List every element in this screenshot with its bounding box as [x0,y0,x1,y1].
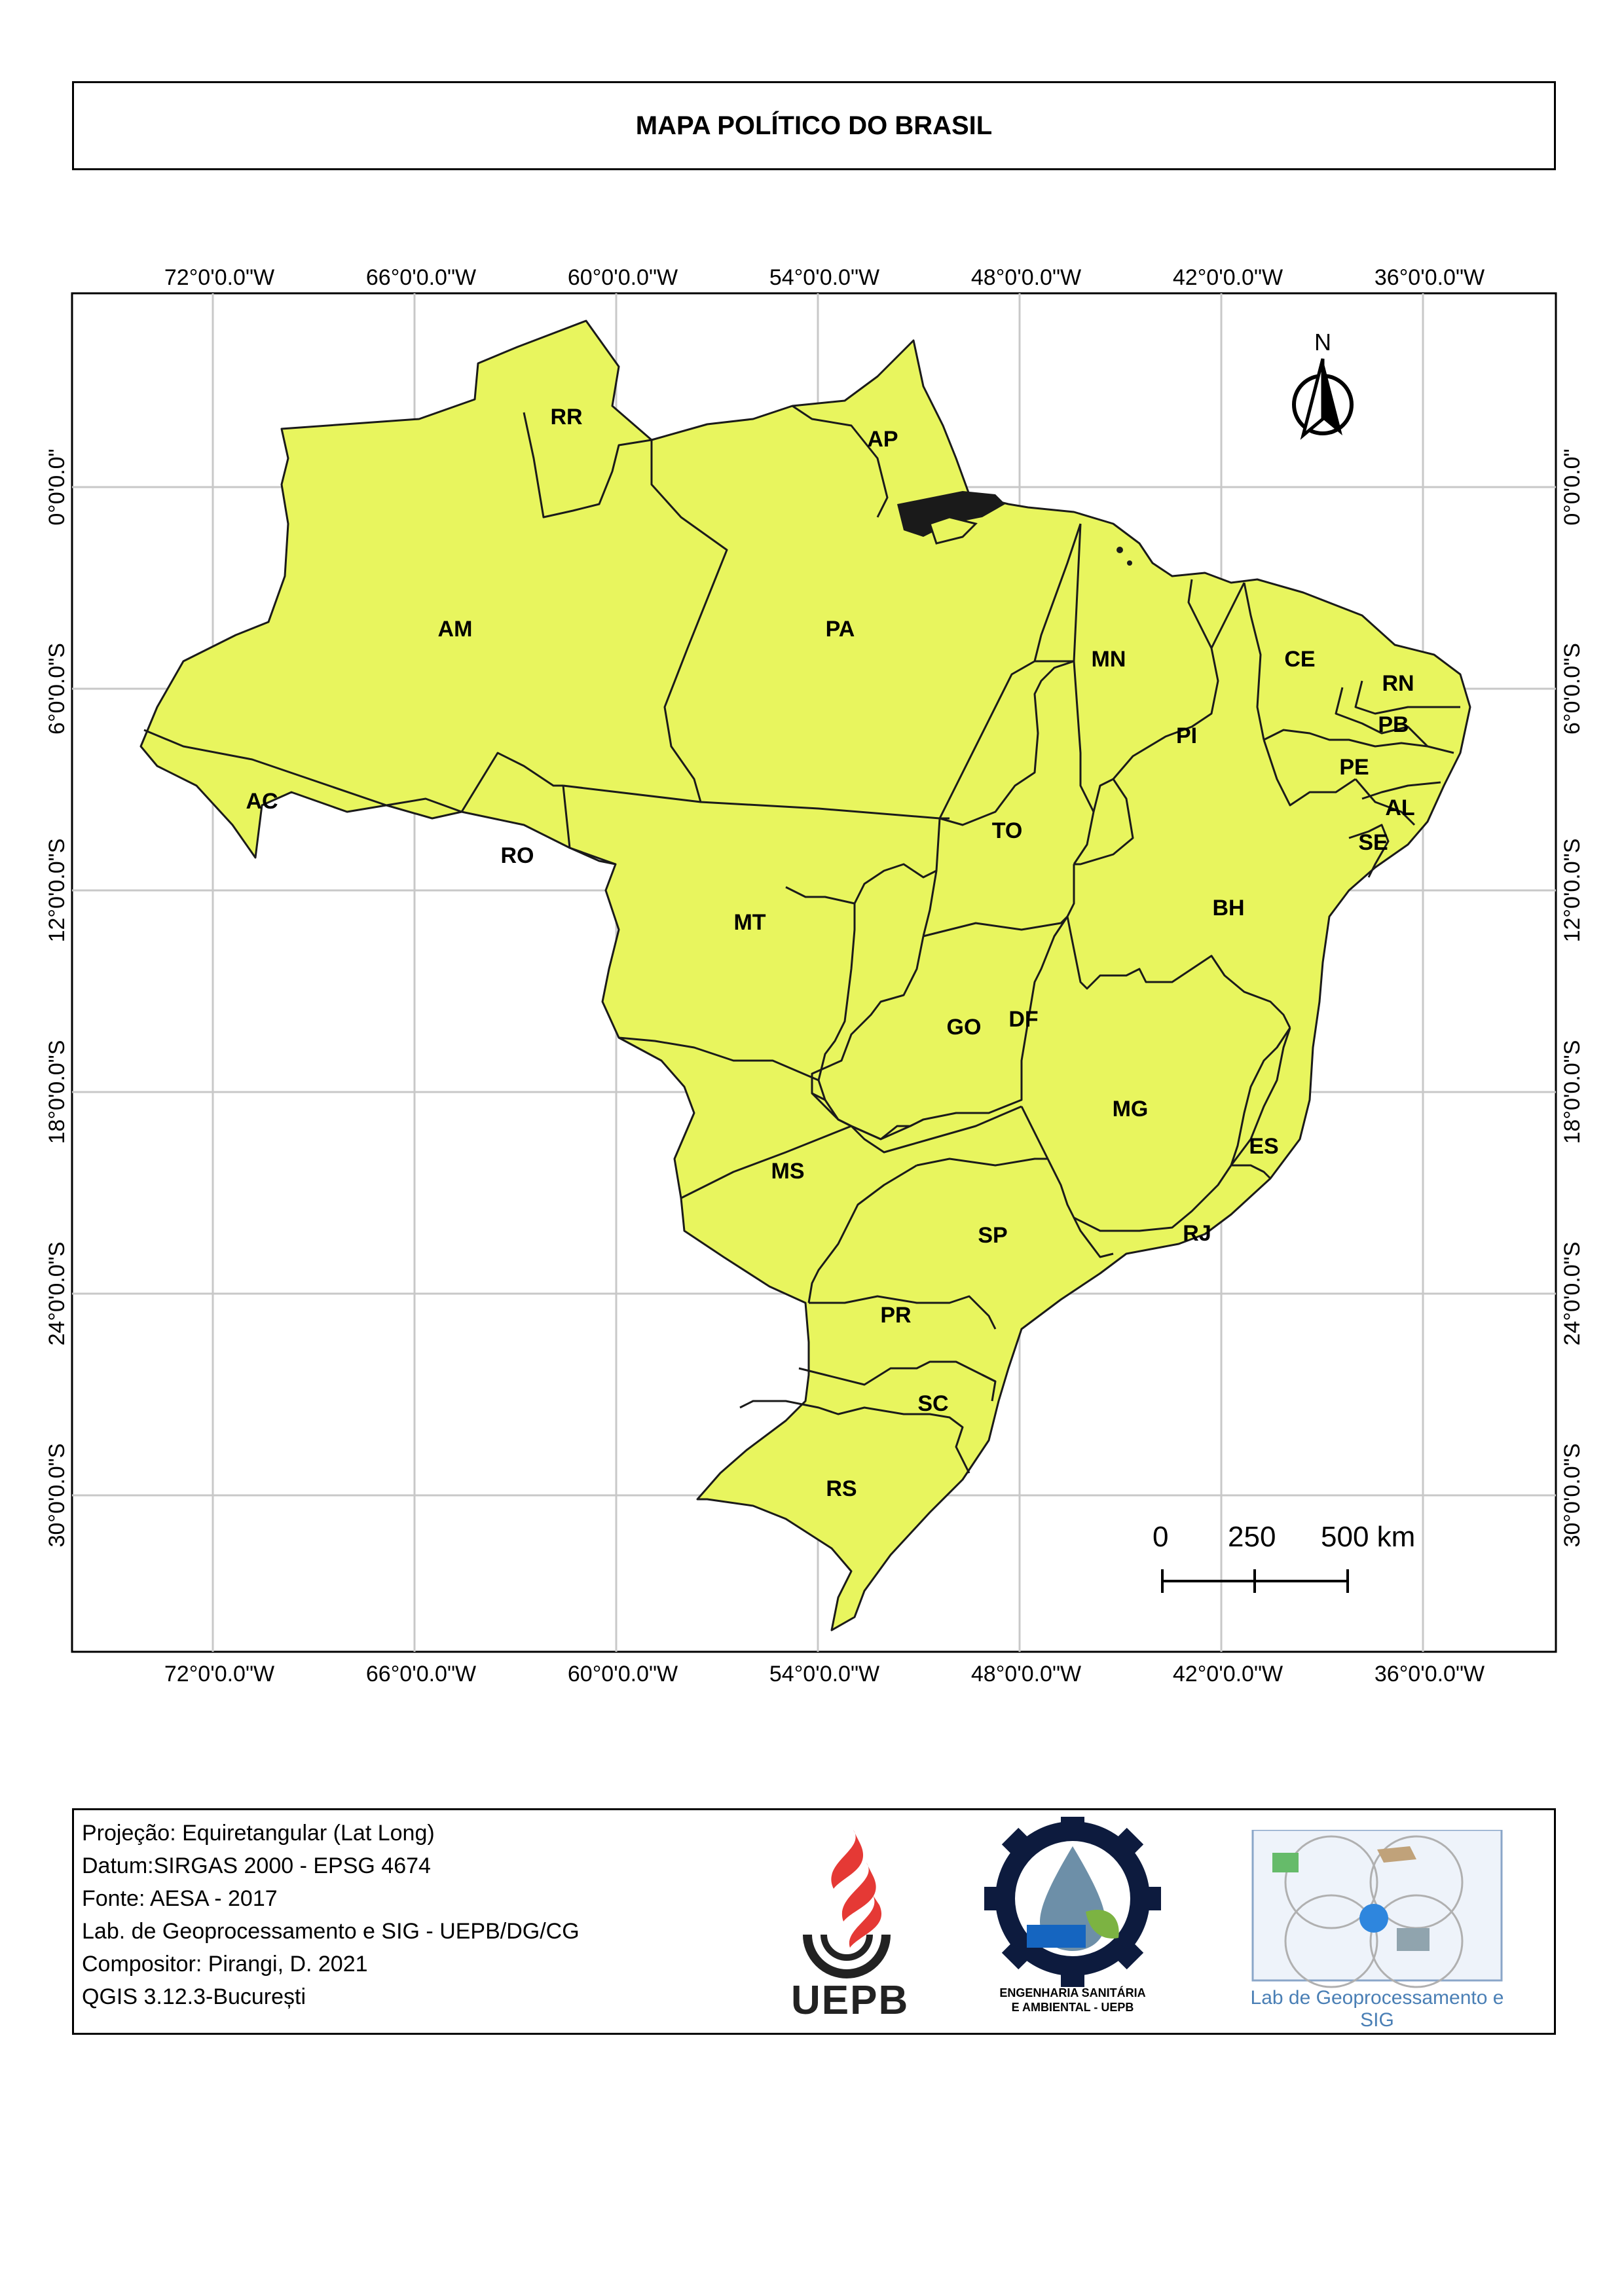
engineering-logo-line: ENGENHARIA SANITÁRIA [999,1986,1146,1999]
longitude-label: 66°0'0.0"W [366,265,476,290]
scale-bar: 0 250 500 km [1153,1521,1415,1593]
longitude-label: 48°0'0.0"W [971,1662,1081,1686]
state-label: MG [1113,1097,1149,1121]
state-label: RJ [1183,1221,1211,1246]
state-label: RR [550,405,582,429]
latitude-label: 6°0'0.0"S [45,643,69,735]
state-label: AC [246,789,278,814]
map-title-frame: MAPA POLÍTICO DO BRASIL [72,81,1556,170]
longitude-label: 66°0'0.0"W [366,1662,476,1686]
lab-logo-icon [1251,1830,1503,1988]
state-label: PE [1339,755,1369,780]
engineering-logo-line: E AMBIENTAL - UEPB [1011,2001,1134,2014]
longitude-label: 36°0'0.0"W [1375,1662,1485,1686]
latitude-label: 18°0'0.0"S [1560,1040,1585,1144]
longitude-label: 72°0'0.0"W [164,265,274,290]
state-label: MS [771,1159,805,1184]
state-label: CE [1284,647,1315,672]
state-label: PA [826,617,855,642]
info-line: Projeção: Equiretangular (Lat Long) [82,1821,435,1846]
info-line: Datum:SIRGAS 2000 - EPSG 4674 [82,1853,431,1878]
state-label: PR [880,1303,911,1328]
north-arrow-label: N [1314,329,1331,355]
longitude-label: 48°0'0.0"W [971,265,1081,290]
longitude-label: 60°0'0.0"W [568,1662,678,1686]
state-label: MT [733,910,766,935]
longitude-label: 36°0'0.0"W [1375,265,1485,290]
state-label: SE [1358,830,1388,855]
state-label: MN [1092,647,1126,672]
info-line: Fonte: AESA - 2017 [82,1886,278,1911]
state-label: SC [917,1391,948,1416]
info-line: Compositor: Pirangi, D. 2021 [82,1952,368,1977]
state-borders [143,405,1460,1474]
state-label: SP [978,1223,1007,1248]
scale-tick-label: 500 km [1321,1521,1415,1553]
latitude-label: 12°0'0.0"S [45,839,69,943]
latitude-label: 24°0'0.0"S [1560,1242,1585,1346]
map-info-panel: Projeção: Equiretangular (Lat Long) Datu… [72,1808,1556,2035]
latitude-label: 12°0'0.0"S [1560,839,1585,943]
engineering-logo-icon [984,1817,1161,1987]
state-label: AP [867,427,898,452]
lab-logo-text: Lab de Geoprocessamento e SIG [1250,1987,1504,2031]
state-label: DF [1008,1007,1038,1032]
north-arrow-icon: N [1292,329,1354,440]
map-title: MAPA POLÍTICO DO BRASIL [635,111,993,140]
longitude-label: 54°0'0.0"W [769,265,879,290]
info-line: Lab. de Geoprocessamento e SIG - UEPB/DG… [82,1919,580,1944]
state-label: ES [1249,1134,1278,1159]
state-label: RO [501,843,534,868]
uepb-logo-text: UEPB [791,1978,910,2023]
state-label: AM [438,617,473,642]
coastal-islands [897,491,1132,566]
uepb-logo-icon [803,1830,891,1978]
scale-tick-label: 0 [1153,1521,1168,1553]
latitude-label: 18°0'0.0"S [45,1040,69,1144]
latitude-label: 0°0'0.0" [45,448,69,525]
state-label: RN [1382,671,1414,696]
longitude-labels-top: 72°0'0.0"W 66°0'0.0"W 60°0'0.0"W 54°0'0.… [164,265,1485,290]
state-label: PB [1378,712,1409,737]
state-label: TO [992,818,1023,843]
longitude-label: 60°0'0.0"W [568,265,678,290]
engineering-logo-text: ENGENHARIA SANITÁRIA E AMBIENTAL - UEPB [965,1986,1181,2014]
longitude-label: 72°0'0.0"W [164,1662,274,1686]
longitude-label: 42°0'0.0"W [1173,265,1283,290]
longitude-labels-bottom: 72°0'0.0"W 66°0'0.0"W 60°0'0.0"W 54°0'0.… [164,1662,1485,1686]
state-label: BH [1212,896,1244,920]
latitude-labels-right: 0°0'0.0" 6°0'0.0"S 12°0'0.0"S 18°0'0.0"S… [1560,448,1585,1547]
state-label: RS [826,1476,857,1501]
info-line: QGIS 3.12.3-București [82,1984,306,2009]
latitude-label: 30°0'0.0"S [45,1444,69,1548]
latitude-label: 24°0'0.0"S [45,1242,69,1346]
scale-tick-label: 250 [1228,1521,1276,1553]
latitude-labels-left: 0°0'0.0" 6°0'0.0"S 12°0'0.0"S 18°0'0.0"S… [45,448,69,1547]
state-label: GO [947,1015,982,1040]
longitude-label: 42°0'0.0"W [1173,1662,1283,1686]
state-label: AL [1385,795,1414,820]
state-labels: RR AP AM PA MN CE RN PB PI PE AL AC TO S… [246,405,1414,1501]
longitude-label: 54°0'0.0"W [769,1662,879,1686]
state-label: PI [1176,723,1197,748]
latitude-label: 0°0'0.0" [1560,448,1585,525]
latitude-label: 30°0'0.0"S [1560,1444,1585,1548]
metadata-text: Projeção: Equiretangular (Lat Long) Datu… [82,1817,580,2013]
latitude-label: 6°0'0.0"S [1560,643,1585,735]
